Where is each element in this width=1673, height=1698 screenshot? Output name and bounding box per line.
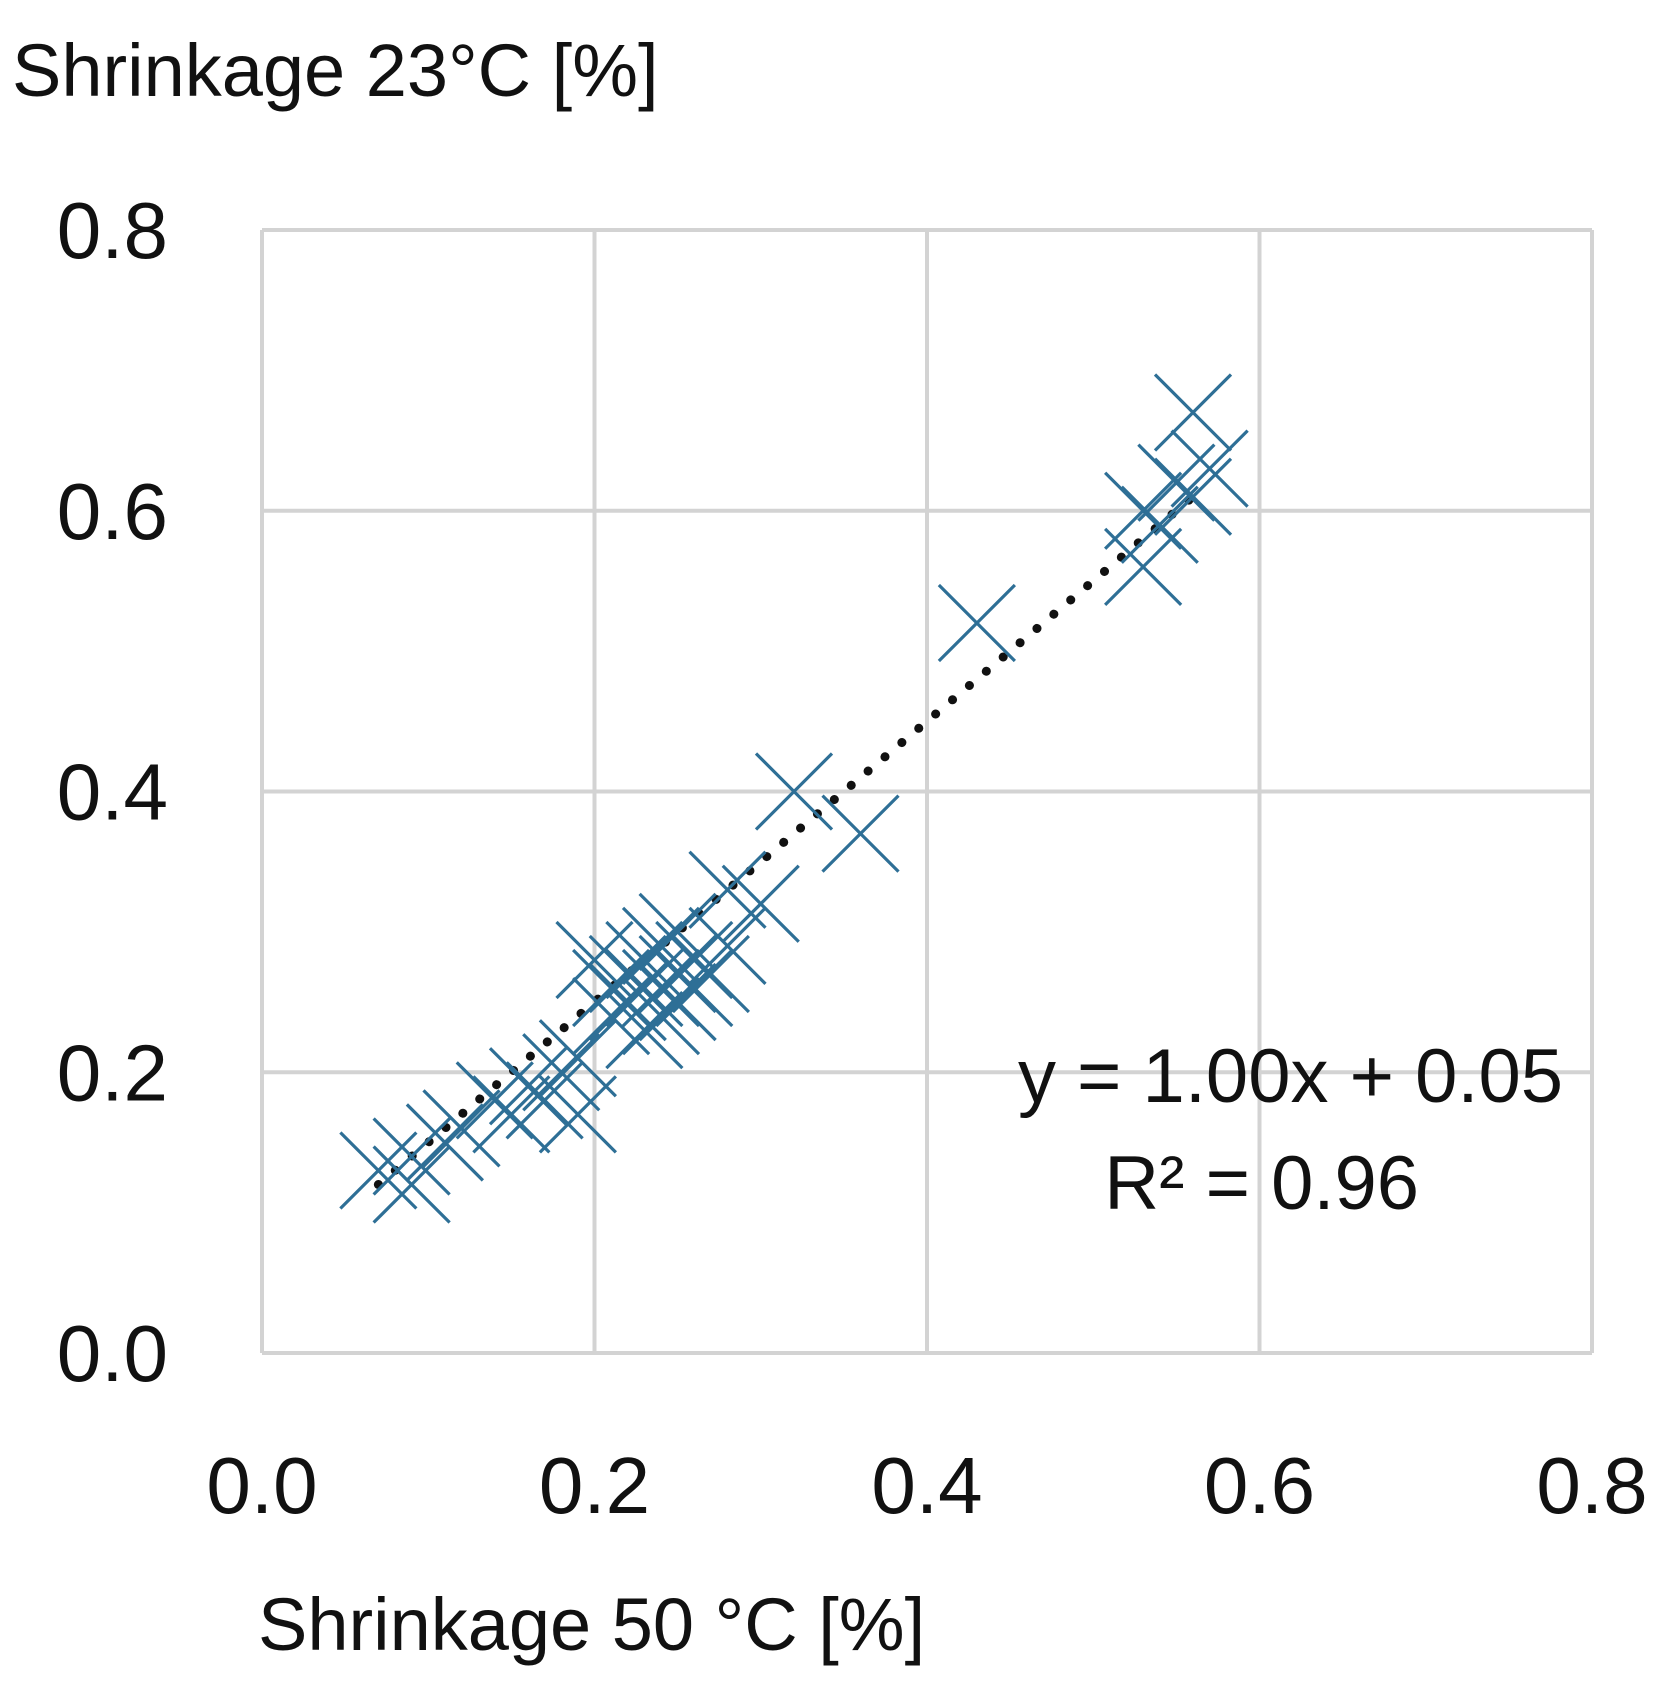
data-point	[638, 934, 717, 1014]
x-tick-label: 0.0	[206, 1441, 317, 1530]
tick-labels: 0.0 0.2 0.4 0.6 0.8 0.0 0.2 0.4 0.6 0.8	[57, 186, 1648, 1530]
data-point	[655, 920, 734, 1000]
x-axis-title: Shrinkage 50 °C [%]	[258, 1583, 925, 1666]
x-tick-label: 0.8	[1536, 1441, 1647, 1530]
data-point	[621, 976, 701, 1056]
data-point	[1153, 373, 1233, 452]
data-point	[1120, 485, 1199, 564]
y-tick-label: 0.2	[57, 1028, 168, 1117]
data-point	[688, 850, 767, 929]
data-markers	[339, 373, 1249, 1224]
data-point	[522, 1033, 601, 1112]
y-tick-label: 0.0	[57, 1309, 168, 1398]
data-point	[505, 1061, 584, 1140]
trendline	[373, 485, 1206, 1190]
r-squared-label: R² = 0.96	[1104, 1141, 1419, 1226]
data-point	[621, 948, 701, 1028]
data-point	[1170, 429, 1249, 508]
data-point	[688, 906, 767, 986]
trendline-equation: y = 1.00x + 0.05	[1018, 1034, 1563, 1119]
y-axis-title: Shrinkage 23°C [%]	[12, 29, 659, 112]
data-point	[754, 752, 834, 831]
trendline-path	[373, 485, 1206, 1190]
x-tick-label: 0.2	[539, 1441, 650, 1530]
data-point	[422, 1089, 501, 1168]
data-point	[638, 962, 717, 1042]
data-point	[372, 1117, 451, 1196]
y-tick-label: 0.6	[57, 467, 168, 556]
data-point	[821, 794, 900, 873]
data-point	[405, 1103, 485, 1182]
y-tick-label: 0.8	[57, 186, 168, 275]
data-point	[621, 906, 701, 986]
data-point	[1137, 443, 1216, 522]
data-point	[1103, 471, 1183, 550]
data-point	[1153, 457, 1233, 536]
data-point	[372, 1145, 451, 1224]
data-point	[538, 1019, 618, 1098]
y-tick-label: 0.4	[57, 748, 168, 837]
data-point	[538, 1075, 618, 1154]
x-tick-label: 0.4	[871, 1441, 982, 1530]
grid-lines	[260, 228, 1594, 1355]
data-point	[671, 934, 751, 1014]
data-point	[605, 991, 684, 1070]
data-point	[655, 948, 734, 1028]
data-point	[488, 1047, 568, 1126]
data-point	[339, 1131, 418, 1210]
x-tick-label: 0.6	[1204, 1441, 1315, 1530]
data-point	[472, 1075, 551, 1154]
data-point	[1103, 527, 1183, 607]
data-point	[638, 892, 717, 972]
data-point	[721, 864, 800, 943]
data-point	[937, 583, 1017, 663]
